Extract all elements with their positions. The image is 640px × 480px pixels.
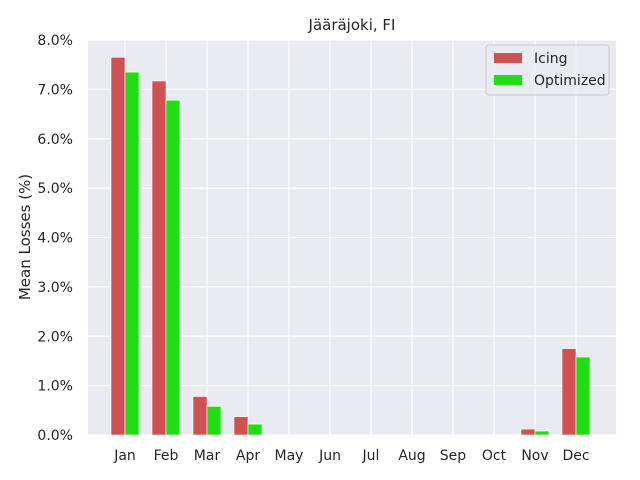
y-tick-label: 6.0% <box>37 132 73 148</box>
y-tick-label: 2.0% <box>37 329 73 345</box>
y-tick-label: 3.0% <box>37 280 73 296</box>
legend-label-optimized: Optimized <box>534 73 606 89</box>
bar-optimized-nov <box>534 430 550 436</box>
y-tick-label: 4.0% <box>37 231 73 247</box>
x-tick-label: Mar <box>194 448 221 464</box>
x-tick-label: Apr <box>236 448 260 464</box>
legend-label-icing: Icing <box>534 51 567 67</box>
x-tick-label: Oct <box>482 448 507 464</box>
x-tick-label: Aug <box>398 448 425 464</box>
y-tick-label: 0.0% <box>37 428 73 444</box>
legend: Icing Optimized <box>485 44 610 96</box>
bar-optimized-apr <box>247 423 263 436</box>
bar-icing-nov <box>520 428 536 436</box>
bar-optimized-mar <box>206 406 222 436</box>
x-tick-label: Jul <box>362 448 380 464</box>
bar-optimized-feb <box>165 99 181 436</box>
x-tick-label: Dec <box>562 448 589 464</box>
y-tick-label: 8.0% <box>37 33 73 49</box>
y-tick-label: 1.0% <box>37 379 73 395</box>
y-tick-label: 7.0% <box>37 82 73 98</box>
bar-optimized-dec <box>575 356 591 436</box>
x-tick-label: Jun <box>318 448 341 464</box>
bar-icing-jan <box>110 56 126 436</box>
bar-icing-feb <box>151 80 167 436</box>
x-tick-label: May <box>275 448 304 464</box>
y-tick-labels: 0.0% 1.0% 2.0% 3.0% 4.0% 5.0% 6.0% 7.0% 8.0% <box>37 33 73 444</box>
bar-icing-apr <box>233 416 249 436</box>
x-tick-label: Feb <box>154 448 179 464</box>
y-axis-label: Mean Losses (%) <box>16 174 34 300</box>
bar-icing-mar <box>192 396 208 436</box>
legend-swatch-optimized <box>494 75 522 85</box>
legend-swatch-icing <box>494 53 522 63</box>
x-tick-labels: Jan Feb Mar Apr May Jun Jul Aug Sep Oct Nov Dec <box>113 448 589 464</box>
x-tick-label: Sep <box>440 448 467 464</box>
bars <box>110 56 591 436</box>
bar-icing-dec <box>561 348 577 436</box>
bar-optimized-jan <box>124 71 140 436</box>
x-tick-label: Jan <box>113 448 136 464</box>
y-tick-label: 5.0% <box>37 181 73 197</box>
chart-title: Jääräjoki, FI <box>308 16 396 34</box>
x-tick-label: Nov <box>521 448 548 464</box>
